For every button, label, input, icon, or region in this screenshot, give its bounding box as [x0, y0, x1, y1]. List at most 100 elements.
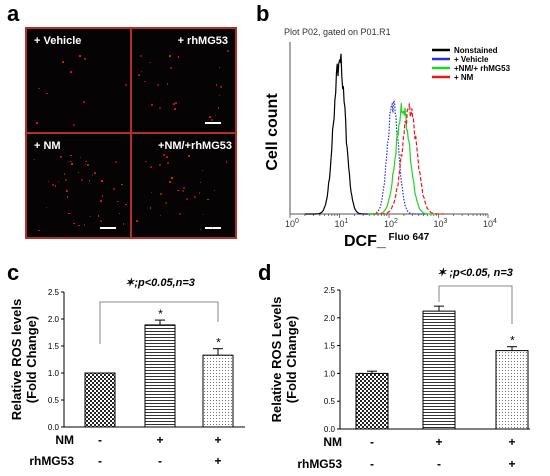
- micrograph-grid: + Vehicle + rhMG53 + NM +NM/+rhMG53: [25, 27, 237, 239]
- fluorescent-dot: [71, 163, 73, 165]
- fluorescent-dot: [33, 158, 36, 161]
- fluorescent-dot: [35, 122, 38, 125]
- significance-star: *: [216, 336, 221, 350]
- x-tick-labels: 100 101 102 103 104: [285, 218, 497, 229]
- fluorescent-dot: [165, 202, 168, 204]
- ros-bar-chart-c: 0.0 0.5 1.0 1.5 2.0 2.5 Relative ROS levels(Fo…: [9, 277, 245, 468]
- micrograph-tile-nm: + NM: [27, 134, 130, 237]
- flow-histogram-chart: Plot P02, gated on P01.R1 Cell count 100…: [264, 27, 511, 250]
- micrograph-tile-vehicle: + Vehicle: [27, 29, 130, 132]
- bar: [422, 310, 456, 430]
- histogram-curve: [368, 102, 438, 215]
- condition-mark: -: [370, 435, 374, 449]
- fluorescent-dot: [199, 181, 202, 184]
- fluorescent-dot: [70, 71, 72, 73]
- fluorescent-dot: [218, 66, 221, 69]
- y-tick-label: 1.0: [48, 369, 60, 378]
- fluorescent-dot: [157, 84, 160, 87]
- fluorescent-dot: [52, 184, 54, 186]
- significance-annotation: ✶ ;p<0.05, n=3: [437, 267, 513, 279]
- fluorescent-dot: [83, 224, 86, 226]
- y-axis-label: Relative ROS levels(Fold Change): [9, 299, 39, 420]
- fluorescent-dot: [59, 156, 62, 159]
- condition-mark: +: [156, 433, 163, 447]
- legend: Nonstained+ Vehicle+NM/+ rhMG53+ NM: [432, 46, 511, 82]
- fluorescent-dot: [179, 213, 182, 216]
- fluorescent-dot: [199, 228, 202, 231]
- condition-mark: +: [508, 435, 515, 449]
- condition-mark: +: [508, 457, 515, 471]
- fluorescent-dot: [66, 190, 69, 193]
- legend-label: +NM/+ rhMG53: [454, 64, 511, 73]
- fluorescent-dot: [167, 162, 170, 164]
- y-tick-label: 0.5: [324, 397, 336, 406]
- fluorescent-dot: [188, 155, 190, 157]
- fluorescent-dot: [163, 154, 165, 156]
- x-tick-label: 104: [483, 218, 497, 229]
- fluorescent-dot: [213, 189, 216, 192]
- fluorescent-dot: [73, 222, 75, 225]
- panel-letter-b: b: [256, 1, 270, 26]
- fluorescent-dot: [57, 180, 59, 183]
- ros-bar-chart-d: 0.0 0.5 1.0 1.5 2.0 2.5 Relative ROS Levels(Fo…: [269, 267, 530, 471]
- fluorescent-dot: [173, 102, 176, 105]
- fluorescent-dot: [73, 123, 76, 126]
- micrograph-tile-nm-rhmg53: +NM/+rhMG53: [132, 134, 235, 237]
- y-tick-label: 1.0: [324, 369, 336, 378]
- y-tick-label: 1.5: [48, 342, 60, 351]
- fluorescent-dot: [85, 160, 87, 163]
- fluorescent-dot: [63, 173, 66, 175]
- fluorescent-dot: [67, 160, 69, 163]
- x-tick-label: 102: [384, 218, 398, 229]
- fluorescent-dot: [217, 107, 220, 109]
- x-tick-label: 101: [335, 218, 349, 229]
- fluorescent-dot: [79, 55, 81, 57]
- fluorescent-dot: [68, 212, 70, 214]
- y-tick-label: 2.5: [48, 288, 60, 297]
- condition-mark: -: [158, 454, 162, 468]
- bar: [495, 350, 529, 430]
- bar: [202, 354, 234, 428]
- fluorescent-dot: [202, 213, 205, 216]
- significance-bracket: [99, 301, 219, 344]
- fluorescent-dot: [145, 160, 147, 163]
- fluorescent-dot: [175, 102, 178, 105]
- panel-letter-a: a: [7, 1, 20, 26]
- fluorescent-dot: [220, 85, 222, 88]
- fluorescent-dot: [124, 83, 127, 86]
- fluorescent-dot: [169, 181, 172, 184]
- fluorescent-dot: [149, 61, 151, 64]
- fluorescent-dot: [122, 223, 125, 225]
- fluorescent-dot: [140, 70, 143, 73]
- fluorescent-dot: [86, 164, 89, 167]
- fluorescent-dot: [100, 220, 103, 223]
- fluorescent-dot: [225, 161, 228, 163]
- fluorescent-dot: [144, 80, 146, 82]
- fluorescent-dot: [211, 118, 214, 121]
- fluorescent-dot: [183, 186, 186, 189]
- fluorescent-dot: [198, 192, 201, 194]
- fluorescent-dot: [77, 171, 80, 174]
- fluorescent-dot: [194, 196, 196, 198]
- bar: [84, 372, 116, 428]
- fluorescent-dot: [169, 55, 171, 57]
- y-tick-label: 2.5: [324, 286, 336, 295]
- fluorescent-dot: [64, 179, 67, 181]
- y-axis-label: Cell count: [264, 93, 281, 171]
- panel-letter-d: d: [258, 260, 272, 285]
- condition-mark: -: [98, 454, 102, 468]
- fluorescent-dot: [159, 163, 162, 166]
- fluorescent-dot: [185, 198, 188, 201]
- histogram-curves: [304, 53, 445, 215]
- legend-label: + Vehicle: [454, 55, 489, 64]
- fluorescent-dot: [166, 156, 168, 158]
- fluorescent-dot: [150, 104, 153, 107]
- grid-divider: [130, 27, 132, 239]
- fluorescent-dot: [62, 61, 64, 63]
- fluorescent-dot: [208, 116, 211, 118]
- fluorescent-dot: [150, 191, 153, 194]
- chart-title: Plot P02, gated on P01.R1: [284, 27, 391, 37]
- significance-annotation: ✶;p<0.05,n=3: [125, 277, 195, 289]
- fluorescent-dot: [84, 163, 87, 166]
- fluorescent-dot: [177, 56, 180, 58]
